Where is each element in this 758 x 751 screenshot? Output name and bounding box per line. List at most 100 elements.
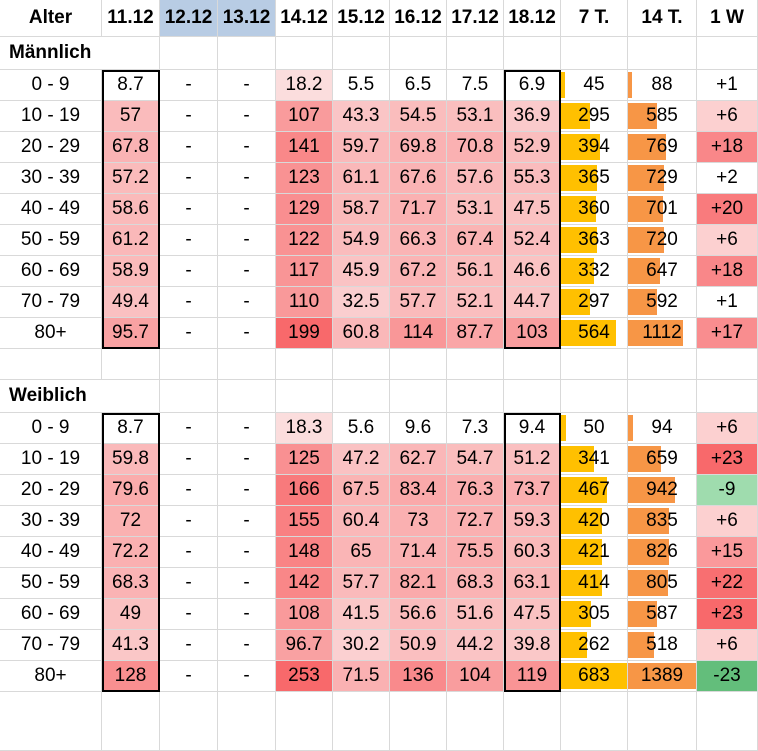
- sum-7-days-bar: [561, 196, 597, 222]
- sum-7-days-bar: [561, 227, 597, 253]
- sum-14-days-bar: [628, 477, 675, 503]
- empty-cell: [276, 37, 333, 70]
- sum-7-days-value: 332: [578, 260, 610, 281]
- sum-7-days-bar: [561, 663, 627, 689]
- incidence-value: 62.7: [390, 444, 447, 475]
- empty-cell: [276, 380, 333, 413]
- sum-14-days-value: 518: [646, 634, 678, 655]
- sum-14-days-value: 835: [646, 510, 678, 531]
- incidence-value: 110: [276, 287, 333, 318]
- week-change: +23: [697, 599, 758, 630]
- sum-7-days-value: 414: [578, 572, 610, 593]
- incidence-value: 54.7: [447, 444, 504, 475]
- sum-7-days: 305: [561, 599, 628, 630]
- sum-7-days-bar: [561, 289, 591, 315]
- incidence-value: 69.8: [390, 132, 447, 163]
- empty-cell: [390, 380, 447, 413]
- age-group-label: 60 - 69: [0, 599, 102, 630]
- incidence-value: 52.4: [504, 225, 561, 256]
- incidence-value: 44.2: [447, 630, 504, 661]
- incidence-value: -: [218, 70, 276, 101]
- incidence-value: 7.3: [447, 413, 504, 444]
- empty-cell: [0, 692, 102, 751]
- sum-7-days: 420: [561, 506, 628, 537]
- sum-7-days-value: 683: [578, 665, 610, 686]
- incidence-value: -: [218, 630, 276, 661]
- sum-14-days-value: 942: [646, 479, 678, 500]
- age-group-label: 0 - 9: [0, 70, 102, 101]
- incidence-value: -: [160, 318, 218, 349]
- sum-14-days: 518: [628, 630, 697, 661]
- sum-7-days-bar: [561, 103, 590, 129]
- sum-7-days-value: 297: [578, 291, 610, 312]
- incidence-value: 47.5: [504, 194, 561, 225]
- incidence-value: 58.6: [102, 194, 160, 225]
- incidence-value: 87.7: [447, 318, 504, 349]
- empty-cell: [102, 380, 160, 413]
- empty-cell: [561, 349, 628, 380]
- incidence-value: -: [218, 444, 276, 475]
- incidence-value: 119: [504, 661, 561, 692]
- empty-cell: [504, 692, 561, 751]
- empty-cell: [160, 37, 218, 70]
- incidence-value: -: [218, 163, 276, 194]
- incidence-value: 72.2: [102, 537, 160, 568]
- incidence-value: 142: [276, 568, 333, 599]
- incidence-value: -: [160, 413, 218, 444]
- incidence-value: -: [160, 101, 218, 132]
- sum-14-days-value: 1389: [640, 665, 684, 686]
- incidence-value: 67.5: [333, 475, 390, 506]
- sum-14-days-value: 805: [646, 572, 678, 593]
- incidence-value: 114: [390, 318, 447, 349]
- empty-cell: [160, 380, 218, 413]
- sum-7-days: 394: [561, 132, 628, 163]
- week-change: +6: [697, 506, 758, 537]
- sum-7-days: 564: [561, 318, 628, 349]
- incidence-value: 52.9: [504, 132, 561, 163]
- sum-7-days: 421: [561, 537, 628, 568]
- empty-cell: [160, 349, 218, 380]
- incidence-value: 57.7: [333, 568, 390, 599]
- week-change: +2: [697, 163, 758, 194]
- sum-14-days-value: 769: [646, 136, 678, 157]
- sum-14-days-bar: [628, 289, 658, 315]
- incidence-value: 136: [390, 661, 447, 692]
- incidence-value: 56.1: [447, 256, 504, 287]
- incidence-value: 71.7: [390, 194, 447, 225]
- week-change: +15: [697, 537, 758, 568]
- sum-14-days-value: 647: [646, 260, 678, 281]
- incidence-value: 57.7: [390, 287, 447, 318]
- column-header: Alter: [0, 0, 102, 37]
- incidence-value: -: [160, 287, 218, 318]
- week-change: +18: [697, 256, 758, 287]
- week-change: +20: [697, 194, 758, 225]
- empty-cell: [160, 692, 218, 751]
- sum-7-days: 50: [561, 413, 628, 444]
- age-group-label: 30 - 39: [0, 163, 102, 194]
- incidence-value: 63.1: [504, 568, 561, 599]
- empty-cell: [390, 37, 447, 70]
- sum-14-days-bar: [628, 508, 670, 534]
- empty-cell: [218, 349, 276, 380]
- sum-7-days-value: 421: [578, 541, 610, 562]
- empty-cell: [447, 380, 504, 413]
- empty-cell: [628, 380, 697, 413]
- sum-14-days-bar: [628, 570, 668, 596]
- incidence-value: -: [218, 132, 276, 163]
- sum-7-days-value: 360: [578, 198, 610, 219]
- sum-14-days-value: 585: [646, 105, 678, 126]
- empty-cell: [276, 349, 333, 380]
- age-group-label: 10 - 19: [0, 444, 102, 475]
- incidence-value: 72: [102, 506, 160, 537]
- column-header: 7 T.: [561, 0, 628, 37]
- empty-cell: [0, 349, 102, 380]
- column-header: 11.12: [102, 0, 160, 37]
- incidence-value: 66.3: [390, 225, 447, 256]
- incidence-value: 7.5: [447, 70, 504, 101]
- incidence-value: 49.4: [102, 287, 160, 318]
- sum-7-days-bar: [561, 258, 594, 284]
- incidence-value: 45.9: [333, 256, 390, 287]
- incidence-value: 18.3: [276, 413, 333, 444]
- incidence-value: 96.7: [276, 630, 333, 661]
